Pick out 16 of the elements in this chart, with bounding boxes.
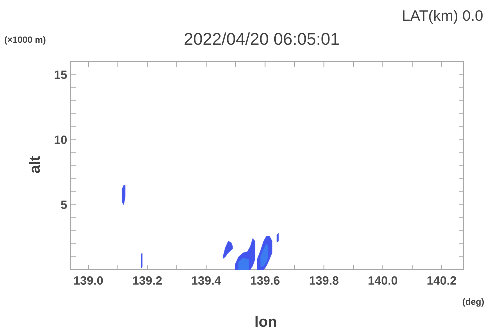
y-axis-title: alt xyxy=(29,156,40,174)
y-tick-label: 10 xyxy=(54,136,67,144)
chart-title: 2022/04/20 06:05:01 xyxy=(184,32,340,46)
x-tick-label: 139.4 xyxy=(192,276,222,286)
x-tick-label: 139.2 xyxy=(133,276,162,286)
text: (deg) xyxy=(463,298,484,307)
x-tick-label: 140.2 xyxy=(428,276,456,285)
x-tick-label: 140.0 xyxy=(368,276,398,285)
y-tick-label: 5 xyxy=(61,200,68,210)
x-axis-title: lon xyxy=(256,316,276,328)
x-tick-label: 139.8 xyxy=(310,276,339,286)
x-tick-label: 139.6 xyxy=(251,276,280,286)
y-tick-label: 15 xyxy=(54,70,68,80)
text: (×1000 m) xyxy=(4,36,46,45)
x-tick-label: 139.0 xyxy=(74,276,104,286)
chart-subtitle: LAT(km) 0.0 xyxy=(403,10,483,24)
